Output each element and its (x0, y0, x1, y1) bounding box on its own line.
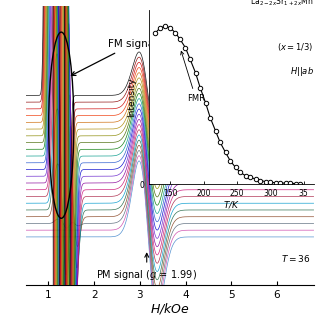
Y-axis label: Intensity: Intensity (127, 77, 136, 116)
Text: FMR: FMR (181, 51, 205, 103)
Text: $H||ab$: $H||ab$ (290, 65, 314, 78)
Text: $(x=1/3)$: $(x=1/3)$ (277, 41, 314, 53)
Text: $T=36$: $T=36$ (281, 253, 310, 264)
Text: $T=12$: $T=12$ (281, 28, 310, 38)
Text: FM signal: FM signal (71, 39, 157, 76)
Text: La$_{2-2x}$Sr$_{1+2x}$Mn: La$_{2-2x}$Sr$_{1+2x}$Mn (250, 0, 314, 8)
Text: PM signal ($g\,{=}\,1.99$): PM signal ($g\,{=}\,1.99$) (96, 253, 197, 282)
X-axis label: $T$/K: $T$/K (223, 199, 240, 210)
X-axis label: $H$/kOe: $H$/kOe (150, 301, 189, 316)
